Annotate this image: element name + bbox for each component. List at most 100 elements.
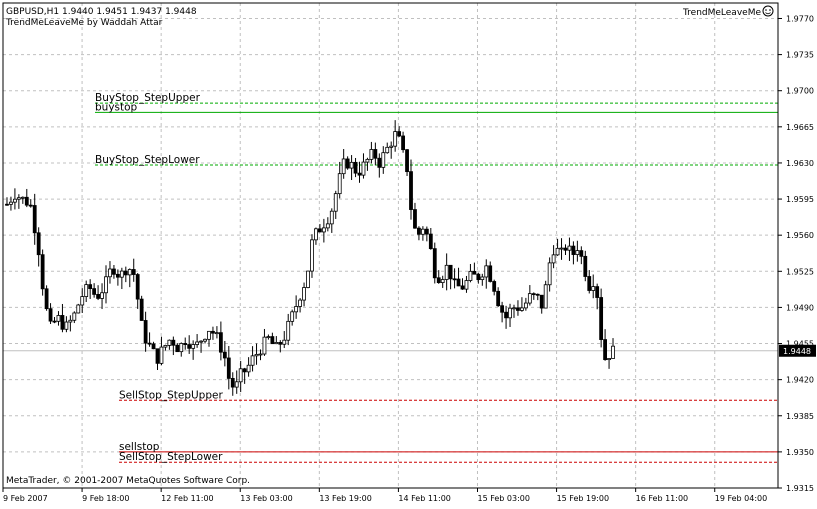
current-price-tag [779, 344, 816, 357]
candle [337, 161, 342, 199]
candle [108, 261, 112, 284]
candle [199, 340, 203, 353]
level-label: sellstop [119, 441, 160, 453]
candle [9, 196, 13, 211]
candle [440, 275, 445, 288]
x-tick-label: 12 Feb 11:00 [161, 494, 213, 503]
candle [286, 313, 291, 346]
y-tick-label: 1.9525 [786, 267, 814, 276]
candle [254, 343, 259, 365]
candle [135, 272, 140, 309]
candle [500, 301, 505, 323]
candle [112, 265, 116, 279]
y-tick-label: 1.9700 [786, 87, 814, 96]
candle [520, 297, 524, 312]
candle [365, 157, 370, 171]
x-tick-label: 16 Feb 11:00 [636, 494, 688, 503]
candle [274, 336, 279, 345]
candle [32, 193, 37, 245]
symbol-info: GBPUSD,H1 1.9440 1.9451 1.9437 1.9448 [6, 7, 197, 17]
level-label: SellStop_StepLower [119, 451, 223, 463]
candle [96, 285, 100, 301]
candle [211, 326, 215, 340]
candle [377, 153, 382, 178]
candle [127, 268, 132, 288]
y-tick-label: 1.9770 [786, 14, 814, 23]
y-tick-label: 1.9630 [786, 159, 814, 168]
y-tick-label: 1.9350 [786, 448, 814, 457]
candle [381, 146, 386, 174]
level-label: buystop [95, 101, 138, 113]
candle [551, 245, 556, 269]
candle [40, 249, 45, 296]
candle [246, 357, 251, 377]
candle [175, 343, 180, 353]
x-tick-label: 14 Feb 11:00 [398, 494, 450, 503]
candle [270, 332, 275, 345]
current-price-label: 1.9448 [783, 347, 811, 356]
candle [496, 287, 501, 307]
time-axis[interactable]: 9 Feb 2007 9 Feb 18:00 12 Feb 11:00 13 Feb … [2, 488, 767, 503]
candle [278, 340, 283, 353]
candle [349, 155, 354, 181]
candle [575, 240, 580, 262]
candle [306, 270, 310, 289]
candle [611, 338, 615, 359]
candle [5, 197, 9, 206]
candlesticks [5, 120, 615, 396]
candle [555, 238, 560, 256]
candle [20, 196, 25, 204]
candle [119, 267, 124, 290]
candle [508, 303, 512, 327]
candle [595, 283, 600, 310]
candle [28, 199, 33, 208]
candle [24, 188, 29, 208]
candle [139, 295, 144, 321]
candle [155, 348, 160, 371]
candle [258, 349, 263, 361]
candle [171, 336, 176, 356]
candle [60, 303, 65, 333]
candle [218, 321, 223, 361]
candle [428, 227, 433, 250]
candle [76, 303, 81, 314]
price-axis[interactable]: 1.9770 1.9735 1.9700 1.9665 1.9630 1.9595 1.95… [778, 14, 816, 493]
candle [187, 335, 192, 354]
candle [238, 360, 243, 393]
candle [353, 157, 358, 178]
y-tick-label: 1.9595 [786, 195, 814, 204]
candle [13, 188, 17, 210]
candle [539, 294, 544, 314]
candle [151, 341, 156, 350]
candle [52, 317, 57, 324]
candle [333, 190, 338, 219]
candle [80, 288, 85, 314]
candle [230, 372, 235, 396]
y-tick-label: 1.9560 [786, 231, 814, 240]
candle [516, 300, 520, 316]
candle [282, 331, 287, 349]
candle [163, 344, 168, 351]
y-tick-label: 1.9735 [786, 51, 814, 60]
candle [472, 262, 477, 275]
candle [559, 238, 564, 260]
candle [92, 283, 97, 298]
candle [460, 278, 465, 290]
candle [123, 266, 128, 283]
candle [329, 208, 334, 233]
candle [298, 298, 302, 313]
candle [571, 241, 576, 265]
candle [476, 272, 481, 284]
candle [242, 367, 247, 384]
candle [587, 270, 592, 294]
level-label: BuyStop_StepUpper [95, 92, 201, 104]
candle [147, 332, 152, 347]
candle [44, 285, 49, 311]
candle [207, 330, 211, 347]
candle [444, 253, 449, 291]
candle [36, 227, 41, 267]
